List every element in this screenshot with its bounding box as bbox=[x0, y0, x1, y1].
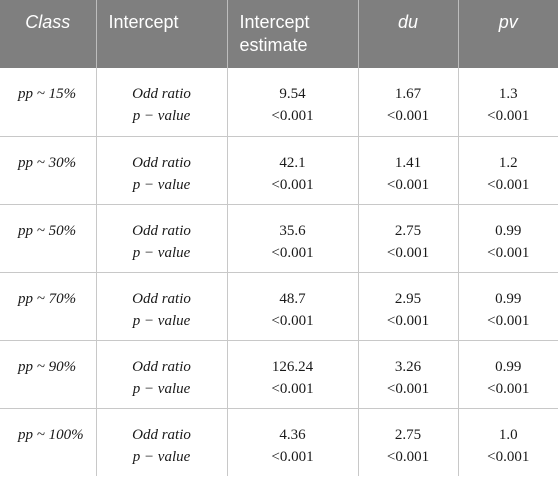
du-value: 2.75 bbox=[394, 222, 422, 239]
du-p: <0.001 bbox=[386, 244, 430, 261]
pv-value: 0.99 bbox=[495, 358, 522, 375]
row-estimate: 35.6 <0.001 bbox=[226, 204, 358, 272]
row-class: pp ~ 100% bbox=[18, 426, 84, 443]
row-pv: 0.99 <0.001 bbox=[457, 340, 558, 408]
row-intercept: Odd ratio p − value bbox=[95, 340, 227, 408]
row-intercept: Odd ratio p − value bbox=[95, 272, 227, 340]
odd-ratio-label: Odd ratio bbox=[132, 86, 191, 102]
row-pv: 1.2 <0.001 bbox=[457, 136, 558, 204]
pv-p: <0.001 bbox=[487, 108, 530, 124]
pv-p: <0.001 bbox=[487, 176, 530, 193]
row-class: pp ~ 30% bbox=[18, 154, 77, 171]
estimate-p: <0.001 bbox=[271, 448, 314, 465]
pv-p: <0.001 bbox=[487, 312, 530, 329]
row-estimate: 48.7 <0.001 bbox=[226, 272, 358, 340]
row-estimate: 126.24 <0.001 bbox=[226, 340, 358, 408]
row-class: pp ~ 70% bbox=[18, 290, 77, 307]
du-p: <0.001 bbox=[386, 176, 430, 193]
header-estimate-line2: estimate bbox=[239, 35, 308, 55]
pv-value: 0.99 bbox=[495, 290, 522, 307]
pv-value: 0.99 bbox=[495, 222, 522, 239]
table-row: pp ~ 30% Odd ratio p − value 42.1 <0.001… bbox=[0, 136, 558, 204]
pv-p: <0.001 bbox=[487, 380, 530, 397]
table-row: pp ~ 15% Odd ratio p − value 9.54 <0.001… bbox=[0, 68, 558, 136]
row-intercept: Odd ratio p − value bbox=[95, 136, 227, 204]
pv-value: 1.2 bbox=[498, 154, 518, 171]
row-pv: 0.99 <0.001 bbox=[457, 204, 558, 272]
du-p: <0.001 bbox=[386, 108, 430, 124]
du-value: 2.75 bbox=[394, 426, 422, 443]
header-intercept: Intercept bbox=[95, 0, 227, 68]
du-value: 1.67 bbox=[394, 86, 422, 102]
header-du: du bbox=[357, 0, 458, 68]
table-row: pp ~ 50% Odd ratio p − value 35.6 <0.001… bbox=[0, 204, 558, 272]
row-pv: 0.99 <0.001 bbox=[457, 272, 558, 340]
p-value-label: p − value bbox=[132, 176, 191, 193]
estimate-p: <0.001 bbox=[271, 244, 314, 261]
row-du: 2.75 <0.001 bbox=[357, 204, 458, 272]
pv-value: 1.0 bbox=[498, 426, 518, 443]
du-p: <0.001 bbox=[386, 448, 430, 465]
header-class: Class bbox=[25, 12, 71, 32]
estimate-value: 9.54 bbox=[279, 86, 306, 102]
estimate-p: <0.001 bbox=[271, 108, 314, 124]
estimate-p: <0.001 bbox=[271, 176, 314, 193]
row-du: 2.75 <0.001 bbox=[357, 408, 458, 476]
odd-ratio-label: Odd ratio bbox=[132, 426, 191, 443]
table-header: Class Intercept Intercept estimate du pv bbox=[0, 0, 558, 68]
estimate-value: 126.24 bbox=[271, 358, 314, 375]
du-value: 3.26 bbox=[394, 358, 422, 375]
row-intercept: Odd ratio p − value bbox=[95, 204, 227, 272]
header-intercept-estimate: Intercept estimate bbox=[226, 0, 358, 68]
p-value-label: p − value bbox=[132, 312, 191, 329]
table-row: pp ~ 90% Odd ratio p − value 126.24 <0.0… bbox=[0, 340, 558, 408]
estimate-p: <0.001 bbox=[271, 380, 314, 397]
odd-ratio-label: Odd ratio bbox=[132, 222, 191, 239]
row-class: pp ~ 90% bbox=[18, 358, 77, 375]
header-row: Class Intercept Intercept estimate du pv bbox=[0, 0, 558, 68]
estimate-value: 48.7 bbox=[279, 290, 306, 307]
pv-value: 1.3 bbox=[498, 86, 518, 102]
table-row: pp ~ 100% Odd ratio p − value 4.36 <0.00… bbox=[0, 408, 558, 476]
p-value-label: p − value bbox=[132, 448, 191, 465]
row-du: 1.41 <0.001 bbox=[357, 136, 458, 204]
row-intercept: Odd ratio p − value bbox=[95, 68, 227, 136]
estimate-value: 42.1 bbox=[279, 154, 306, 171]
row-class: pp ~ 15% bbox=[18, 86, 77, 102]
row-du: 2.95 <0.001 bbox=[357, 272, 458, 340]
pv-p: <0.001 bbox=[487, 448, 530, 465]
row-estimate: 4.36 <0.001 bbox=[226, 408, 358, 476]
du-p: <0.001 bbox=[386, 312, 430, 329]
estimate-value: 35.6 bbox=[279, 222, 306, 239]
du-p: <0.001 bbox=[386, 380, 430, 397]
row-pv: 1.0 <0.001 bbox=[457, 408, 558, 476]
row-du: 3.26 <0.001 bbox=[357, 340, 458, 408]
p-value-label: p − value bbox=[132, 244, 191, 261]
header-estimate-line1: Intercept bbox=[239, 12, 310, 32]
estimate-value: 4.36 bbox=[279, 426, 306, 443]
du-value: 2.95 bbox=[394, 290, 422, 307]
estimate-p: <0.001 bbox=[271, 312, 314, 329]
row-estimate: 42.1 <0.001 bbox=[226, 136, 358, 204]
du-value: 1.41 bbox=[394, 154, 422, 171]
odd-ratio-label: Odd ratio bbox=[132, 290, 191, 307]
p-value-label: p − value bbox=[132, 380, 191, 397]
row-class: pp ~ 50% bbox=[18, 222, 77, 239]
row-du: 1.67 <0.001 bbox=[357, 68, 458, 136]
odd-ratio-label: Odd ratio bbox=[132, 358, 191, 375]
row-estimate: 9.54 <0.001 bbox=[226, 68, 358, 136]
odd-ratio-label: Odd ratio bbox=[132, 154, 191, 171]
header-pv: pv bbox=[457, 0, 558, 68]
row-intercept: Odd ratio p − value bbox=[95, 408, 227, 476]
table-row: pp ~ 70% Odd ratio p − value 48.7 <0.001… bbox=[0, 272, 558, 340]
pv-p: <0.001 bbox=[487, 244, 530, 261]
table-body: pp ~ 15% Odd ratio p − value 9.54 <0.001… bbox=[0, 68, 558, 476]
row-pv: 1.3 <0.001 bbox=[457, 68, 558, 136]
p-value-label: p − value bbox=[132, 108, 191, 124]
